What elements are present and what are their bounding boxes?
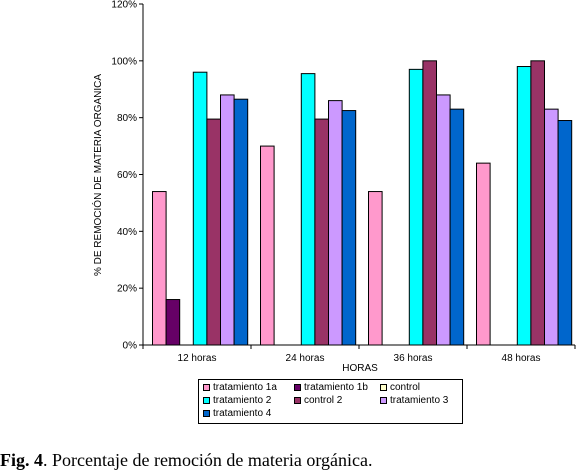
y-tick-label: 20% xyxy=(117,284,137,295)
legend-swatch xyxy=(294,396,301,404)
x-axis-title: HORAS xyxy=(342,363,378,374)
bar-control-2 xyxy=(206,118,221,346)
legend-swatch xyxy=(380,383,387,391)
bar-tratamiento-4 xyxy=(557,120,573,346)
x-tick-label: 36 horas xyxy=(394,353,433,364)
figure-caption: Fig. 4. Porcentaje de remoción de materi… xyxy=(0,450,580,471)
x-tick-label: 12 horas xyxy=(178,353,217,364)
legend-label: tratamiento 4 xyxy=(213,408,272,419)
y-tick-label: 100% xyxy=(111,56,137,67)
bar-control-2 xyxy=(530,60,546,346)
bar-control-2 xyxy=(422,60,437,346)
legend-label: tratamiento 2 xyxy=(213,395,272,406)
legend-item: tratamiento 4 xyxy=(203,408,271,420)
legend-item: tratamiento 2 xyxy=(203,395,271,407)
bar-tratamiento-4 xyxy=(341,110,357,346)
legend-item: tratamiento 1b xyxy=(294,382,368,394)
caption-text: . Porcentaje de remoción de materia orgá… xyxy=(43,450,373,470)
bar-tratamiento-4 xyxy=(233,98,249,346)
y-tick-label: 0% xyxy=(123,341,138,352)
legend-item: tratamiento 1a xyxy=(203,382,277,394)
x-tick-label: 48 horas xyxy=(502,353,541,364)
legend-label: control xyxy=(390,382,421,393)
bar-tratamiento-1b xyxy=(165,299,181,346)
bar-tratamiento-2 xyxy=(516,66,532,346)
y-tick-label: 80% xyxy=(117,113,137,124)
legend-label: tratamiento 3 xyxy=(390,395,449,406)
y-tick-label: 60% xyxy=(117,170,137,181)
legend-swatch xyxy=(294,383,301,391)
bar-tratamiento-1a xyxy=(260,145,275,346)
legend-swatch xyxy=(203,396,210,404)
legend-label: tratamiento 1b xyxy=(304,382,368,393)
bar-tratamiento-3 xyxy=(328,100,343,346)
legend-swatch xyxy=(380,396,387,404)
bar-tratamiento-3 xyxy=(436,94,451,346)
bar-tratamiento-4 xyxy=(449,108,465,346)
bar-tratamiento-1a xyxy=(476,162,491,346)
legend-label: control 2 xyxy=(304,395,343,406)
legend-item: control 2 xyxy=(294,395,342,407)
legend-swatch xyxy=(203,383,210,391)
y-tick-label: 40% xyxy=(117,227,137,238)
plot-area: 0% 20% 40% 60% 80% 100% 120% 12 horas 24 horas 36… xyxy=(111,0,576,364)
y-tick-label: 120% xyxy=(111,0,137,11)
caption-label: Fig. 4 xyxy=(0,450,43,470)
bar-tratamiento-2 xyxy=(300,73,316,346)
bar-tratamiento-3 xyxy=(544,108,559,346)
bar-chart: 0% 20% 40% 60% 80% 100% 120% 12 horas 24 horas 36… xyxy=(91,0,576,374)
bar-tratamiento-1a xyxy=(152,191,167,346)
legend-item: tratamiento 3 xyxy=(380,395,448,407)
bar-tratamiento-3 xyxy=(220,94,235,346)
bar-tratamiento-1a xyxy=(368,191,383,346)
bar-tratamiento-2 xyxy=(408,68,424,346)
y-axis-title: % DE REMOCIÓN DE MATERIA ORGANICA xyxy=(91,74,104,276)
legend-label: tratamiento 1a xyxy=(213,382,277,393)
chart-legend: tratamiento 1a tratamiento 1b control trata… xyxy=(198,379,463,424)
bar-tratamiento-2 xyxy=(192,71,208,346)
bar-control-2 xyxy=(314,118,329,346)
x-tick-label: 24 horas xyxy=(286,353,325,364)
legend-swatch xyxy=(203,409,210,417)
legend-item: control xyxy=(380,382,420,394)
